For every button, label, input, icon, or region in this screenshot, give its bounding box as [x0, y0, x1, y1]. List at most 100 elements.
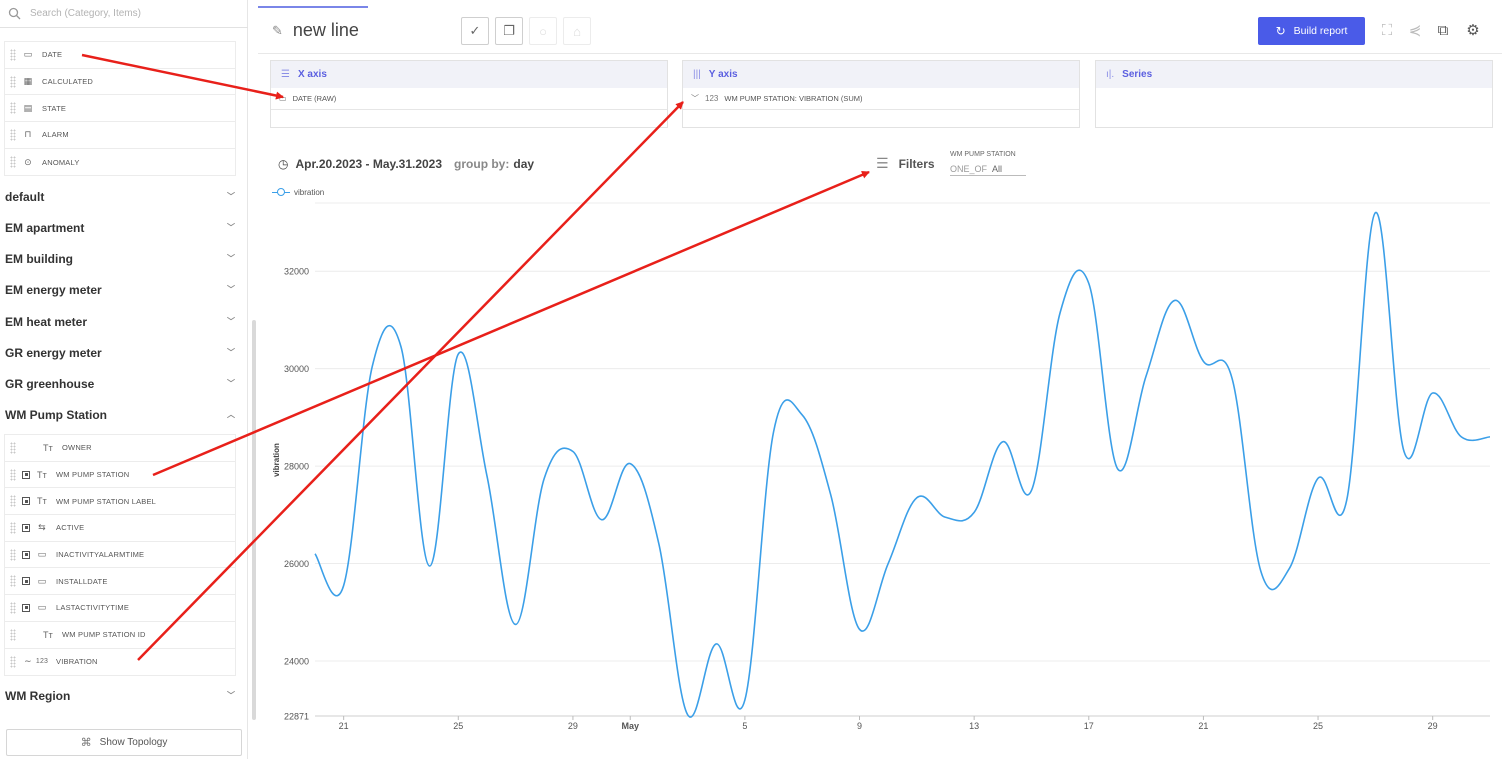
sidebar-scrollbar[interactable]	[252, 320, 256, 720]
filter-icon: ☰	[876, 155, 889, 171]
drag-handle-icon[interactable]	[10, 48, 16, 61]
y-axis-field[interactable]: ﹀ 123 WM PUMP STATION: VIBRATION (SUM)	[683, 88, 1079, 110]
group-by-label: group by:	[454, 157, 510, 171]
group-em-apartment[interactable]: EM apartment ﹀	[5, 212, 237, 243]
group-by-value[interactable]: day	[513, 157, 535, 171]
checkbox[interactable]	[22, 577, 30, 586]
report-title[interactable]: ✎ new line	[272, 20, 359, 41]
field-item-alarm[interactable]: ⊓ ALARM	[5, 122, 235, 149]
series-title: Series	[1122, 69, 1153, 80]
field-item-installdate[interactable]: ▭ INSTALLDATE	[5, 568, 235, 596]
series-icon: ı|.	[1106, 69, 1115, 80]
field-item-state[interactable]: ▤ STATE	[5, 95, 235, 123]
revert-button[interactable]: ○	[529, 17, 557, 45]
filters-toggle[interactable]: ☰ Filters	[876, 155, 935, 172]
x-axis-field[interactable]: ▭ DATE (RAW)	[271, 88, 667, 110]
delete-button[interactable]: ⌂	[563, 17, 591, 45]
group-gr-greenhouse[interactable]: GR greenhouse ﹀	[5, 368, 237, 399]
drag-handle-icon[interactable]	[10, 601, 16, 614]
field-label: ALARM	[42, 130, 69, 140]
drag-handle-icon[interactable]	[10, 628, 16, 641]
confirm-button[interactable]: ✓	[461, 17, 489, 45]
chevron-up-icon: ︿	[227, 410, 235, 419]
drag-handle-icon[interactable]	[10, 102, 16, 115]
field-item-calculated[interactable]: ▦ CALCULATED	[5, 69, 235, 96]
field-label: CALCULATED	[42, 77, 94, 87]
checkbox[interactable]	[22, 550, 30, 559]
group-label: EM building	[5, 251, 73, 266]
chevron-down-icon: ﹀	[227, 192, 235, 201]
field-item-owner[interactable]: Tт OWNER	[5, 435, 235, 462]
filter-value: All	[992, 163, 1003, 174]
drag-handle-icon[interactable]	[10, 468, 16, 481]
field-item-date[interactable]: ▭ DATE	[5, 42, 235, 69]
field-item-wm-pump-station[interactable]: Tт WM PUMP STATION	[5, 462, 235, 489]
y-axis-panel[interactable]: ||| Y axis ﹀ 123 WM PUMP STATION: VIBRATI…	[682, 60, 1080, 128]
report-header: ✎ new line ✓ ❐ ○ ⌂ ↻ Build report ⛶ ⋞ ⧉ …	[258, 0, 1502, 54]
drag-handle-icon[interactable]	[10, 655, 16, 668]
drag-handle-icon[interactable]	[10, 521, 16, 534]
field-item-vibration[interactable]: ∼ 123 VIBRATION	[5, 649, 235, 676]
calendar-icon: ▭	[37, 602, 47, 613]
drag-handle-icon[interactable]	[10, 575, 16, 588]
field-item-lastactivitytime[interactable]: ▭ LASTACTIVITYTIME	[5, 595, 235, 622]
group-label: default	[5, 189, 45, 204]
checkbox[interactable]	[22, 603, 30, 612]
export-button[interactable]: ⧉	[1431, 18, 1455, 42]
settings-button[interactable]: ⚙	[1461, 18, 1485, 42]
x-tick-label: 29	[568, 721, 578, 731]
series-panel[interactable]: ı|. Series	[1095, 60, 1493, 128]
calendar-icon: ▭	[37, 549, 47, 560]
fullscreen-button[interactable]: ⛶	[1375, 18, 1399, 42]
bars-icon: |||	[693, 69, 701, 80]
annotation-arrow	[152, 170, 870, 477]
share-button[interactable]: ⋞	[1403, 18, 1427, 42]
y-tick-label: 24000	[284, 656, 309, 666]
field-label: ACTIVE	[56, 523, 85, 533]
chevron-down-icon: ﹀	[227, 254, 235, 263]
drag-handle-icon[interactable]	[10, 128, 16, 141]
group-em-heat-meter[interactable]: EM heat meter ﹀	[5, 306, 237, 337]
field-label: DATE	[42, 50, 63, 60]
field-label: WM PUMP STATION LABEL	[56, 496, 157, 506]
drag-handle-icon[interactable]	[10, 495, 16, 508]
check-icon: ✓	[469, 23, 481, 38]
drag-handle-icon[interactable]	[10, 75, 16, 88]
x-axis-field-label: DATE (RAW)	[292, 94, 337, 103]
field-label: WM PUMP STATION ID	[62, 630, 146, 640]
group-wm-region[interactable]: WM Region ﹀	[5, 680, 237, 711]
field-item-anomaly[interactable]: ⊙ ANOMALY	[5, 149, 235, 176]
field-item-wm-pump-station-label[interactable]: Tт WM PUMP STATION LABEL	[5, 488, 235, 516]
group-gr-energy-meter[interactable]: GR energy meter ﹀	[5, 337, 237, 368]
duplicate-button[interactable]: ❐	[495, 17, 523, 45]
group-em-energy-meter[interactable]: EM energy meter ﹀	[5, 274, 237, 305]
text-icon: Tт	[42, 629, 54, 640]
checkbox[interactable]	[22, 470, 30, 479]
y-axis-label: vibration	[272, 443, 281, 477]
group-default[interactable]: default ﹀	[5, 181, 237, 212]
numeric-icon: 123	[35, 658, 49, 666]
checkbox[interactable]	[22, 523, 30, 532]
x-tick-label: 21	[1198, 721, 1208, 731]
series-line-vibration	[314, 211, 1491, 718]
field-item-inactivityalarmtime[interactable]: ▭ INACTIVITYALARMTIME	[5, 542, 235, 569]
chart-legend[interactable]: vibration	[272, 187, 324, 197]
checkbox[interactable]	[22, 497, 30, 506]
x-axis-panel[interactable]: ☰ X axis ▭ DATE (RAW)	[270, 60, 668, 128]
search-input[interactable]: Search (Category, Items)	[30, 8, 141, 19]
group-label: GR energy meter	[5, 345, 102, 360]
date-range[interactable]: ◷ Apr.20.2023 - May.31.2023 group by: da…	[278, 157, 534, 171]
field-item-wm-pump-station-id[interactable]: Tт WM PUMP STATION ID	[5, 622, 235, 649]
field-item-active[interactable]: ⇆ ACTIVE	[5, 515, 235, 542]
group-wm-pump-station[interactable]: WM Pump Station ︿	[5, 399, 237, 430]
search-box[interactable]: Search (Category, Items)	[0, 0, 248, 28]
filter-value-select[interactable]: ONE_OF All	[950, 162, 1026, 176]
drag-handle-icon[interactable]	[10, 156, 16, 169]
list-icon: ☰	[281, 69, 290, 80]
show-topology-button[interactable]: ⌘ Show Topology	[6, 729, 242, 756]
drag-handle-icon[interactable]	[10, 548, 16, 561]
drag-handle-icon[interactable]	[10, 441, 16, 454]
filter-field-label: WM PUMP STATION	[950, 151, 1016, 158]
build-report-button[interactable]: ↻ Build report	[1258, 17, 1365, 45]
group-em-building[interactable]: EM building ﹀	[5, 243, 237, 274]
